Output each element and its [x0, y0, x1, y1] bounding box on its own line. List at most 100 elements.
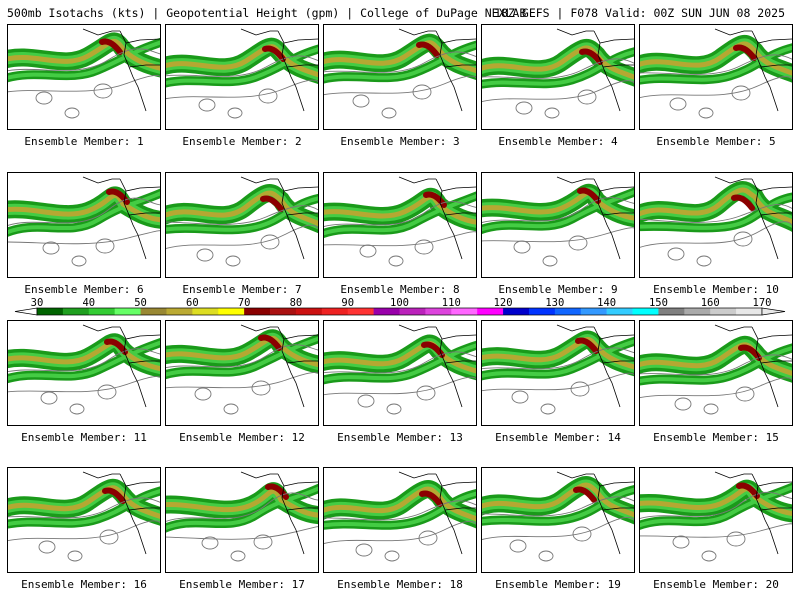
colorbar-swatch — [192, 308, 219, 315]
coastline — [286, 64, 318, 68]
colorbar-tick-label: 40 — [82, 298, 95, 309]
coastline — [283, 38, 318, 44]
jet-stream-band — [8, 191, 160, 235]
height-contour — [324, 51, 476, 73]
coastline — [125, 186, 160, 192]
height-contour — [8, 197, 160, 226]
height-contour — [97, 384, 117, 400]
coastline — [751, 326, 779, 408]
jet-core — [419, 490, 443, 507]
coastline — [398, 28, 436, 36]
isotach-colorbar: 30 40 50 60 70 80 90 100 110 120 130 140 150 160 170 — [14, 298, 786, 316]
jet-stream-band — [8, 40, 160, 80]
height-contour — [258, 88, 278, 104]
height-contour — [93, 83, 113, 99]
coastline — [760, 360, 792, 364]
height-contour — [67, 550, 83, 562]
height-contour — [416, 385, 436, 401]
jet-core — [416, 41, 440, 58]
ensemble-member-label: Ensemble Member: 10 — [653, 283, 779, 296]
ensemble-map-panel — [323, 467, 477, 573]
colorbar-under-arrow — [14, 307, 38, 316]
height-contour — [701, 550, 717, 562]
colorbar-swatch — [425, 308, 452, 315]
isotach-map — [8, 176, 160, 267]
coastline — [125, 38, 160, 44]
coastline — [714, 324, 752, 332]
height-contour — [355, 543, 373, 557]
height-contour — [568, 235, 588, 251]
coastline — [82, 324, 120, 332]
colorbar-swatch — [477, 308, 504, 315]
jet-core — [575, 337, 599, 354]
jet-stream-band — [482, 190, 634, 232]
coastline — [599, 186, 634, 192]
ensemble-member-label: Ensemble Member: 20 — [653, 578, 779, 591]
height-contour — [35, 91, 53, 105]
coastline — [128, 212, 160, 216]
height-contour — [509, 539, 527, 553]
height-contour — [357, 394, 375, 408]
colorbar-swatch — [528, 308, 556, 315]
jet-stream-band — [324, 491, 476, 528]
jet-stream-band — [324, 343, 476, 382]
height-contour — [42, 241, 60, 255]
height-contour — [166, 344, 318, 369]
isotach-map — [166, 176, 318, 267]
ensemble-member-label: Ensemble Member: 1 — [24, 135, 144, 148]
height-contour — [640, 221, 792, 248]
colorbar-over-arrow — [761, 307, 786, 316]
jet-stream-band — [640, 486, 792, 516]
height-contour — [414, 239, 434, 255]
isotach-map — [640, 471, 792, 562]
height-contour — [95, 238, 115, 254]
coastline — [119, 178, 147, 260]
coastline — [128, 507, 160, 511]
ensemble-member-label: Ensemble Member: 15 — [653, 431, 779, 444]
height-contour — [640, 76, 792, 99]
height-contour — [482, 372, 634, 392]
isotach-map — [482, 324, 634, 415]
jet-core — [731, 194, 755, 211]
coastline — [398, 471, 436, 479]
coastline — [556, 28, 594, 36]
isotach-map — [324, 28, 476, 119]
ensemble-member-label: Ensemble Member: 5 — [656, 135, 776, 148]
colorbar-tick-label: 80 — [290, 298, 303, 309]
height-contour — [64, 107, 80, 119]
coastline — [760, 212, 792, 216]
height-contour — [572, 526, 592, 542]
coastline — [593, 30, 621, 112]
height-contour — [8, 497, 160, 519]
jet-core — [736, 482, 760, 499]
coastline — [119, 326, 147, 408]
height-contour — [482, 58, 634, 79]
coastline — [751, 30, 779, 112]
coastline — [757, 38, 792, 44]
ensemble-member-label: Ensemble Member: 3 — [340, 135, 460, 148]
height-contour — [735, 386, 755, 402]
height-contour — [194, 387, 212, 401]
height-contour — [640, 491, 792, 519]
colorbar-swatch — [244, 308, 271, 315]
colorbar-tick-label: 110 — [442, 298, 461, 309]
height-contour — [324, 376, 476, 396]
ensemble-member-label: Ensemble Member: 2 — [182, 135, 302, 148]
height-contour — [38, 540, 56, 554]
coastline — [593, 178, 621, 260]
height-contour — [324, 351, 476, 374]
height-contour — [8, 230, 160, 245]
jet-stream-band — [640, 45, 792, 83]
coastline — [714, 28, 752, 36]
coastline — [283, 186, 318, 192]
isotach-map — [324, 471, 476, 562]
height-contour — [223, 403, 239, 415]
coastline — [240, 471, 278, 479]
ensemble-map-panel — [639, 24, 793, 130]
height-contour — [230, 550, 246, 562]
jet-stream-band — [640, 195, 792, 230]
isotach-map — [324, 176, 476, 267]
height-contour — [198, 98, 216, 112]
coastline — [757, 334, 792, 340]
jet-core — [104, 338, 128, 355]
